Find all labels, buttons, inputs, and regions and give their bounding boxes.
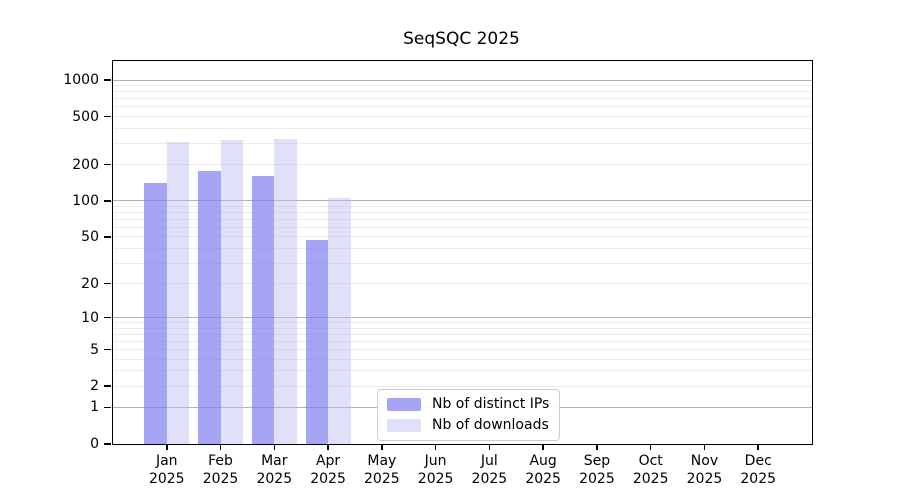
gridline-minor xyxy=(113,116,812,117)
x-tick-year: 2025 xyxy=(632,471,669,487)
y-tick-mark xyxy=(104,348,111,351)
y-tick-mark xyxy=(104,406,111,409)
x-tick-mark xyxy=(488,444,491,450)
legend-label-distinct-ips: Nb of distinct IPs xyxy=(432,396,550,412)
bar-downloads-mar xyxy=(274,138,297,444)
y-tick-label: 100 xyxy=(72,192,99,209)
x-tick-label: Jul 2025 xyxy=(447,452,531,488)
x-tick-mark xyxy=(219,444,222,450)
gridline-minor xyxy=(113,85,812,87)
plot-area: 0 1 2 5 10 20 50 100 200 500 1000 Jan 2025 Feb 2025 Mar… xyxy=(63,60,813,487)
x-tick-label: May 2025 xyxy=(340,452,424,488)
x-tick-month: Jun xyxy=(424,453,447,469)
x-tick-month: Feb xyxy=(208,453,233,469)
x-tick-mark xyxy=(434,444,437,450)
legend-label-downloads: Nb of downloads xyxy=(432,417,549,433)
x-tick-mark xyxy=(166,444,168,450)
y-tick-mark xyxy=(104,79,111,81)
legend-row-distinct-ips: Nb of distinct IPs xyxy=(387,395,549,413)
y-tick-label: 5 xyxy=(90,341,99,358)
x-tick-year: 2025 xyxy=(364,471,400,487)
x-tick-month: Jul xyxy=(480,453,498,469)
x-tick-year: 2025 xyxy=(310,471,346,487)
x-tick-mark xyxy=(273,444,276,450)
x-tick-month: Mar xyxy=(261,453,288,469)
x-tick-year: 2025 xyxy=(686,471,723,487)
x-tick-month: May xyxy=(367,453,397,469)
bar-distinct-ips-jan xyxy=(144,182,167,444)
y-tick-label: 0 xyxy=(90,436,99,452)
x-tick-month: Oct xyxy=(638,453,663,469)
x-tick-year: 2025 xyxy=(471,471,508,487)
y-tick-mark xyxy=(104,316,111,319)
x-tick-mark xyxy=(542,444,544,450)
y-tick-label: 500 xyxy=(72,108,99,125)
y-tick-mark xyxy=(104,282,111,285)
x-tick-mark xyxy=(381,444,383,450)
chart-title: SeqSQC 2025 xyxy=(403,29,520,49)
x-tick-mark xyxy=(703,444,706,450)
x-tick-label: Aug 2025 xyxy=(501,452,585,488)
y-tick-label: 200 xyxy=(72,156,99,173)
gridline-major xyxy=(113,79,812,81)
x-tick-mark xyxy=(649,444,652,450)
y-tick-label: 20 xyxy=(81,275,99,292)
x-tick-mark xyxy=(596,444,598,450)
y-tick-label: 1 xyxy=(90,399,99,416)
x-tick-year: 2025 xyxy=(202,471,239,487)
y-tick-mark xyxy=(104,200,111,202)
x-tick-label: Apr 2025 xyxy=(286,452,370,488)
gridline-minor xyxy=(113,164,812,166)
bar-distinct-ips-apr xyxy=(305,240,329,444)
x-tick-mark xyxy=(327,444,329,450)
gridline-minor xyxy=(113,91,812,93)
bar-downloads-feb xyxy=(220,140,244,444)
x-tick-month: Jan xyxy=(155,453,178,469)
y-tick-label: 10 xyxy=(81,309,99,326)
bar-downloads-jan xyxy=(166,141,190,444)
x-tick-label: Nov 2025 xyxy=(662,452,746,488)
y-tick-mark xyxy=(104,236,111,238)
legend-row-downloads: Nb of downloads xyxy=(387,416,549,434)
x-tick-month: Sep xyxy=(583,453,611,469)
x-tick-year: 2025 xyxy=(256,471,293,487)
y-tick-mark xyxy=(104,443,111,445)
bar-downloads-apr xyxy=(328,198,351,444)
x-tick-label: Oct 2025 xyxy=(609,452,693,488)
gridline-minor xyxy=(113,127,812,129)
x-tick-label: Jan 2025 xyxy=(125,452,209,488)
legend-swatch-downloads xyxy=(387,418,421,432)
x-tick-year: 2025 xyxy=(525,471,561,487)
x-tick-label: Dec 2025 xyxy=(716,452,800,488)
x-tick-month: Nov xyxy=(690,453,719,469)
x-tick-month: Apr xyxy=(315,453,341,469)
legend-swatch-distinct-ips xyxy=(387,397,421,411)
x-tick-mark xyxy=(757,444,759,450)
bar-distinct-ips-feb xyxy=(198,170,221,444)
x-tick-label: Mar 2025 xyxy=(232,452,316,488)
y-tick-label: 50 xyxy=(81,228,99,245)
gridline-minor xyxy=(113,98,812,100)
x-tick-year: 2025 xyxy=(417,471,454,487)
y-tick-mark xyxy=(104,115,111,118)
x-tick-label: Jun 2025 xyxy=(394,452,478,488)
y-tick-label: 1000 xyxy=(63,72,99,89)
x-tick-year: 2025 xyxy=(148,471,185,487)
x-tick-month: Dec xyxy=(744,453,772,469)
x-tick-year: 2025 xyxy=(740,471,777,487)
legend: Nb of distinct IPs Nb of downloads xyxy=(377,389,561,441)
y-tick-mark xyxy=(104,385,111,387)
x-tick-year: 2025 xyxy=(579,471,615,487)
gridline-minor xyxy=(113,106,812,108)
bar-distinct-ips-mar xyxy=(251,176,275,444)
y-tick-label: 2 xyxy=(90,378,99,395)
y-tick-mark xyxy=(104,163,111,166)
x-tick-label: Sep 2025 xyxy=(555,452,639,488)
gridline-minor xyxy=(113,142,812,144)
x-tick-month: Aug xyxy=(529,453,557,469)
x-tick-label: Feb 2025 xyxy=(179,452,263,488)
